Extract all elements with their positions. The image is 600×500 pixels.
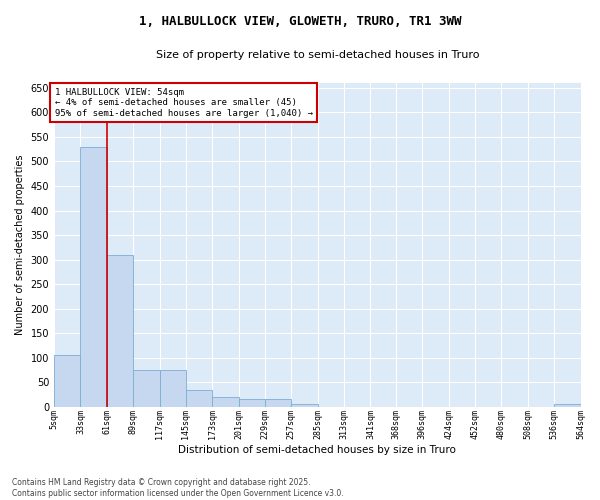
Bar bbox=[54, 355, 80, 406]
Bar bbox=[133, 370, 160, 406]
Bar bbox=[265, 400, 292, 406]
Bar bbox=[239, 400, 265, 406]
Text: 1, HALBULLOCK VIEW, GLOWETH, TRURO, TR1 3WW: 1, HALBULLOCK VIEW, GLOWETH, TRURO, TR1 … bbox=[139, 15, 461, 28]
Bar bbox=[212, 397, 239, 406]
Bar bbox=[292, 404, 318, 406]
X-axis label: Distribution of semi-detached houses by size in Truro: Distribution of semi-detached houses by … bbox=[178, 445, 456, 455]
Title: Size of property relative to semi-detached houses in Truro: Size of property relative to semi-detach… bbox=[155, 50, 479, 60]
Bar bbox=[107, 254, 133, 406]
Bar bbox=[80, 147, 107, 406]
Bar bbox=[554, 404, 581, 406]
Text: Contains HM Land Registry data © Crown copyright and database right 2025.
Contai: Contains HM Land Registry data © Crown c… bbox=[12, 478, 344, 498]
Text: 1 HALBULLOCK VIEW: 54sqm
← 4% of semi-detached houses are smaller (45)
95% of se: 1 HALBULLOCK VIEW: 54sqm ← 4% of semi-de… bbox=[55, 88, 313, 118]
Bar bbox=[160, 370, 186, 406]
Y-axis label: Number of semi-detached properties: Number of semi-detached properties bbox=[15, 154, 25, 335]
Bar bbox=[186, 390, 212, 406]
